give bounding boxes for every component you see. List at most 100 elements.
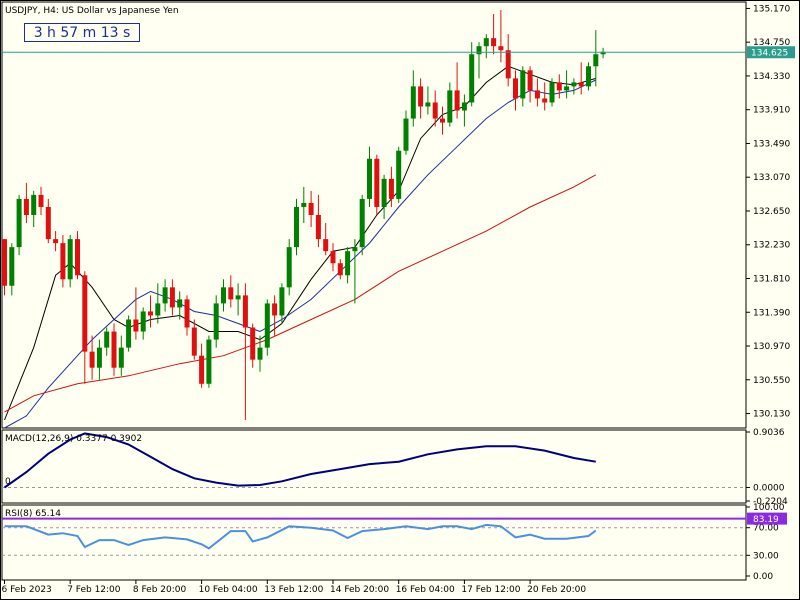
candle-body [352,247,358,252]
candle-body [491,38,497,47]
candle-body [162,287,168,304]
time-tick-label: 17 Feb 12:00 [461,585,520,595]
candle-body [440,118,445,123]
candle-body [520,70,526,99]
candle-body [498,46,504,51]
candle-body [286,247,292,288]
candle-body [396,150,402,199]
candle-body [155,303,161,316]
candle-body [191,327,197,356]
candle-body [45,206,51,240]
candle-body [53,239,59,244]
price-tick-label: 131.810 [753,274,790,284]
candle-body [330,251,336,264]
candle-body [337,263,343,276]
candle-body [381,178,387,207]
candle-body [556,82,562,91]
candle-body [315,215,321,240]
price-tick-label: 130.130 [753,410,790,420]
rsi-tick-label: 30.00 [753,551,779,561]
price-tick-label: 135.170 [753,4,790,14]
candle-body [542,98,548,103]
candle-body [600,51,606,55]
macd-panel[interactable] [2,432,746,489]
price-tick-label: 133.070 [753,173,790,183]
macd-line [3,432,596,489]
candle-body [279,287,285,316]
time-tick-label: 10 Feb 04:00 [199,585,258,595]
macd-title: MACD(12,26,9) 0.3377 0.3902 [5,434,142,444]
candle-body [111,331,117,368]
candle-body [323,239,329,252]
price-tick-label: 130.970 [753,342,790,352]
candle-body [199,355,205,384]
candle-body [96,347,102,368]
time-tick-label: 14 Feb 20:00 [330,585,389,595]
candle-body [294,206,299,248]
candle-body [38,194,44,207]
candle-body [549,82,555,103]
candle-body [9,247,15,286]
candle-body [527,70,533,91]
candle-body [126,319,132,348]
candle-body [221,287,226,304]
candle-body [308,202,314,215]
rsi-value-badge [747,512,787,525]
candle-body [82,275,88,352]
chart-title: USDJPY, H4: US Dollar vs Japanese Yen [5,6,179,16]
candle-body [272,303,278,316]
candle-body [345,251,351,276]
price-tick-label: 134.750 [753,38,790,48]
candle-body [264,303,270,348]
candle-body [418,86,424,107]
candle-body [359,198,365,248]
rsi-tick-label: 100.00 [753,503,785,513]
candle-timer: 3 h 57 m 13 s [24,23,140,42]
moving-average-line-1 [4,65,596,421]
time-tick-label: 20 Feb 20:00 [527,585,586,595]
candle-body [213,303,219,340]
panel-border-2 [1,429,747,504]
price-tick-label: 133.490 [753,139,790,149]
price-tick-label: 132.230 [753,241,790,251]
moving-average-line-2 [4,79,597,429]
time-tick-label: 13 Feb 12:00 [264,585,323,595]
time-tick-label: 6 Feb 2023 [2,585,52,595]
rsi-panel[interactable] [2,517,746,556]
price-panel[interactable] [2,10,746,429]
candle-body [16,198,22,248]
time-tick-label: 7 Feb 12:00 [67,585,121,595]
candle-body [461,102,467,111]
price-tick-label: 133.910 [753,106,790,116]
candle-body [104,331,110,348]
price-axis: 135.170 134.750 134.330 133.910 133.490 133.0… [2,4,795,595]
candle-body [534,90,540,99]
candle-body [148,311,153,316]
candle-body [67,239,73,280]
candle-body [169,287,175,308]
candle-body [60,243,66,280]
candle-body [89,351,95,368]
candle-body [257,347,263,360]
candle-body [571,82,577,87]
macd-tick-label: 0.0000 [753,483,785,493]
rsi-value-label: 83.19 [753,515,779,525]
candle-body [140,311,146,332]
rsi-line [4,523,597,550]
candle-body [31,194,37,215]
candle-body [206,339,212,384]
price-tick-label: 134.330 [753,72,790,82]
candle-body [469,54,475,103]
candle-body [250,327,256,360]
rsi-tick-label: 0.00 [753,572,773,582]
macd-tick-label: 0.9036 [753,428,785,438]
candle-body [593,54,599,67]
price-tick-label: 130.550 [753,376,790,386]
candle-body [447,90,453,123]
panel-border-1 [1,1,747,429]
candle-body [578,82,584,87]
